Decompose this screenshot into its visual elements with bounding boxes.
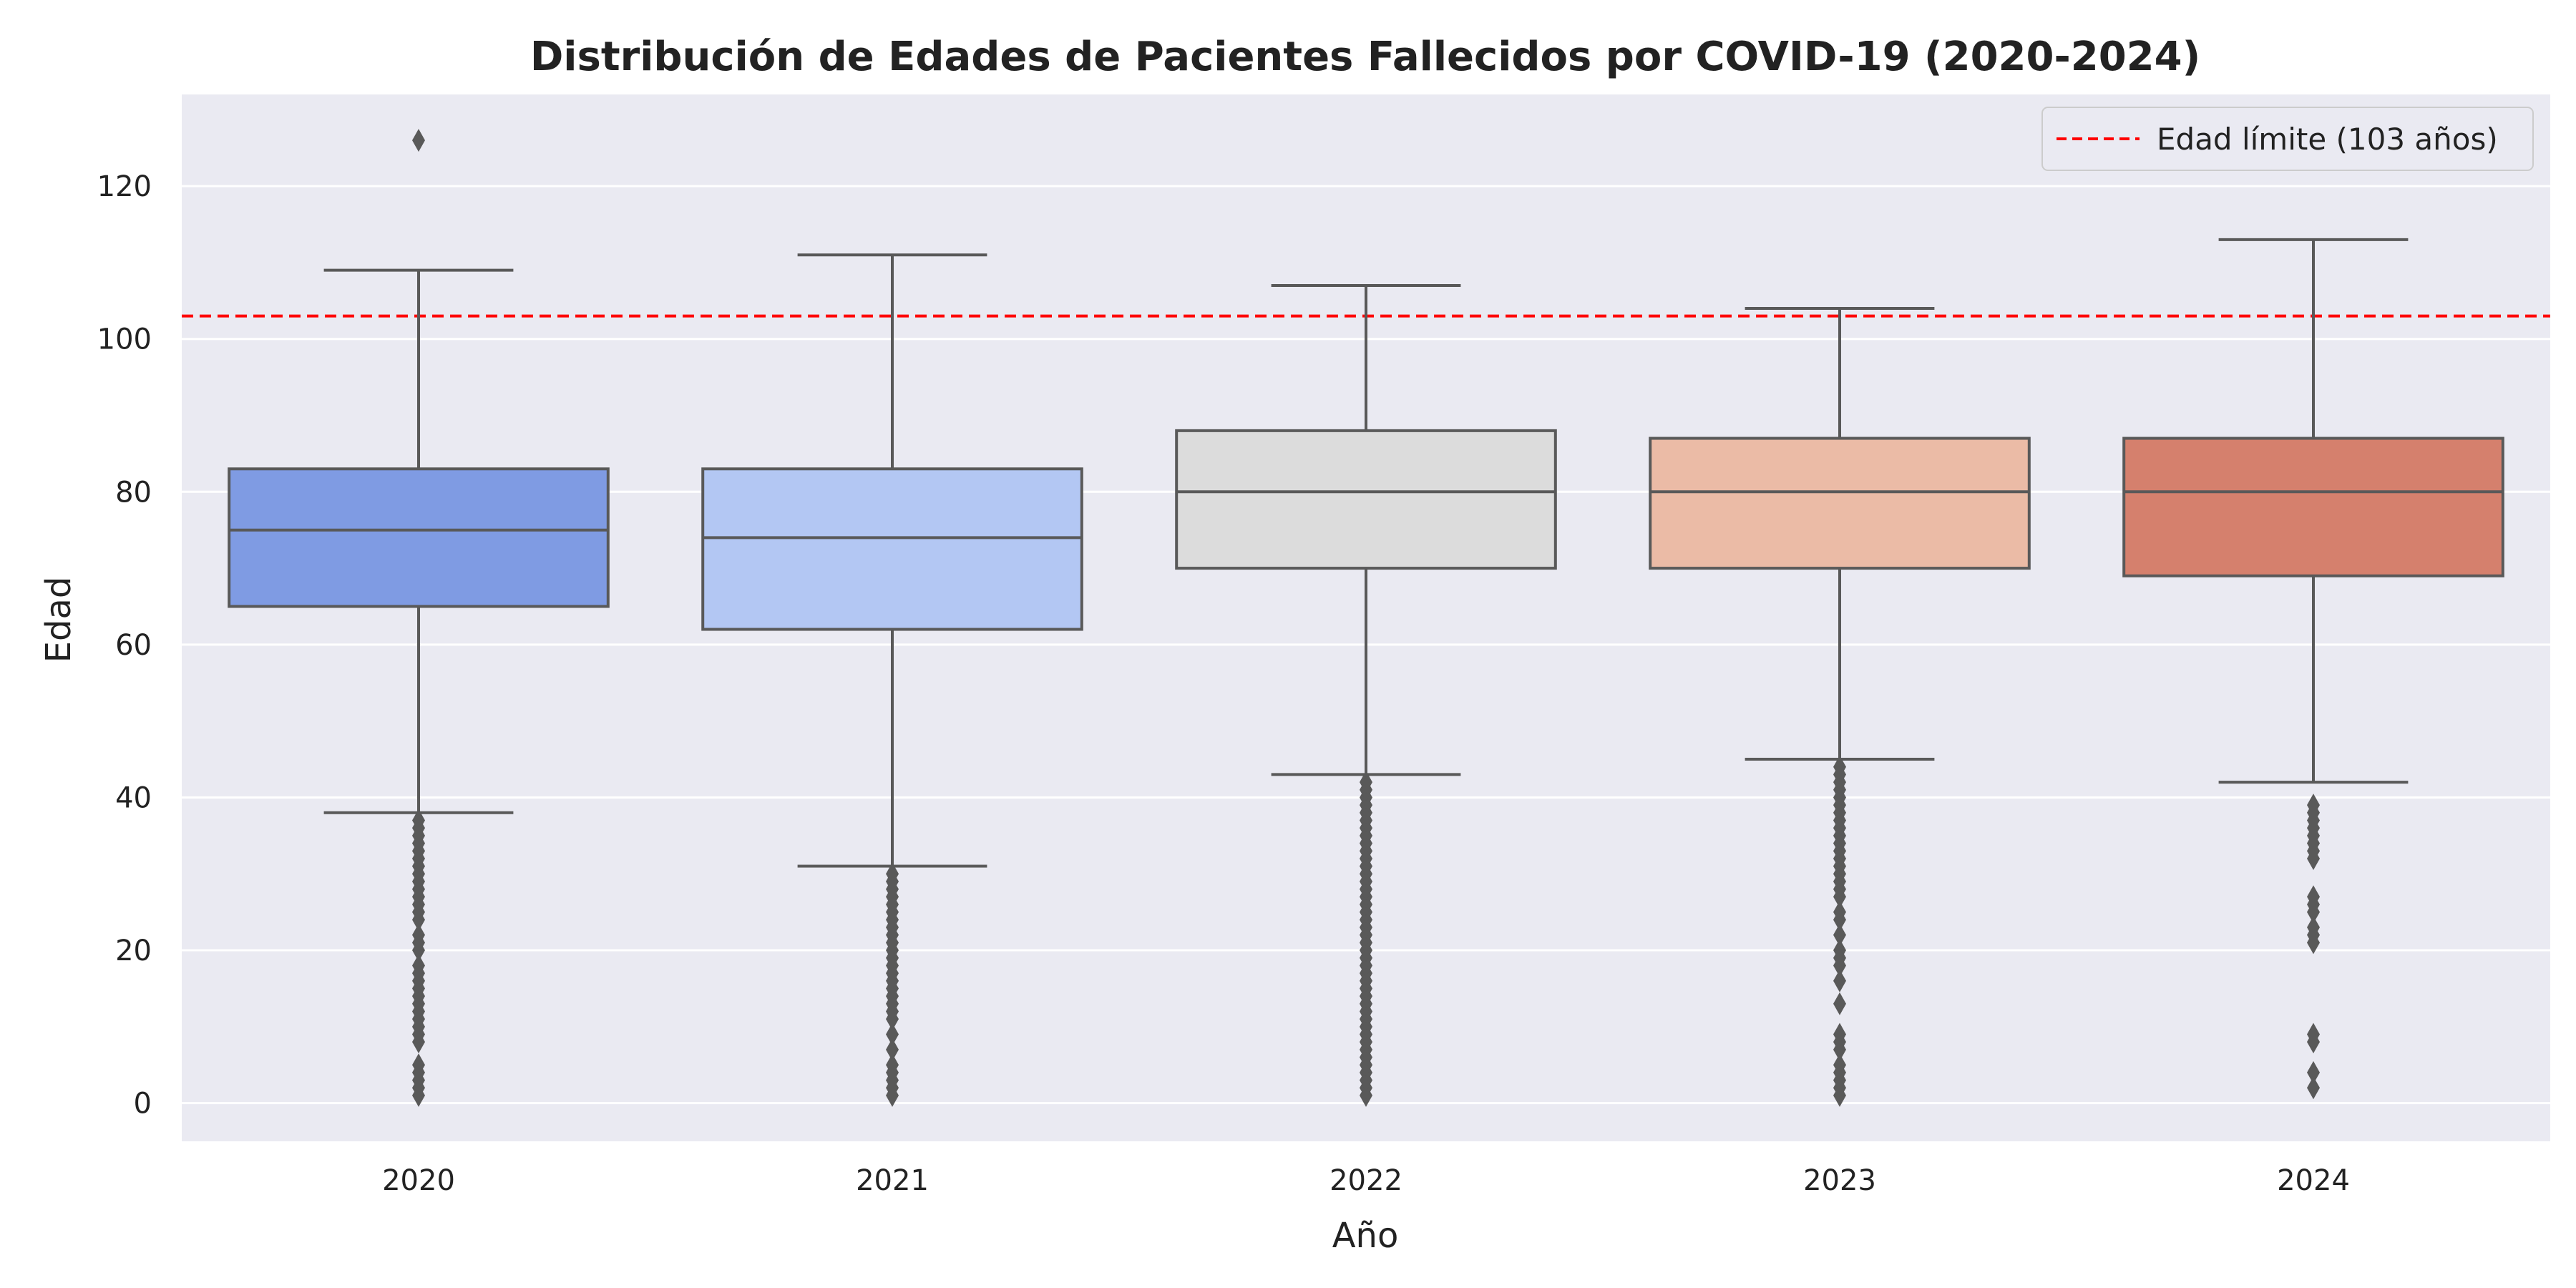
legend-frame [2041, 107, 2534, 171]
x-axis-label: Año [1332, 1216, 1399, 1256]
x-tick-label-2021: 2021 [856, 1164, 929, 1197]
outlier-point-2021-5 [886, 1038, 899, 1061]
outlier-point-2024-17 [2307, 794, 2320, 817]
box-iqr-2020 [228, 467, 610, 608]
outlier-point-2023-9 [1833, 969, 1846, 992]
y-tick-labels: 0 20 40 60 80 100 120 [97, 170, 152, 1120]
box-2021 [701, 253, 1083, 1107]
outlier-point-2024-1 [2307, 1060, 2320, 1084]
outlier-point-2023-7 [1833, 1023, 1846, 1046]
box-2022 [1175, 283, 1557, 1107]
outlier-point-2021-26 [886, 862, 899, 886]
x-tick-labels: 2020 2021 2022 2023 2024 [382, 1164, 2350, 1197]
y-tick-label-0: 0 [134, 1088, 152, 1121]
outlier-point-2023-13 [1833, 923, 1846, 947]
y-tick-label-80: 80 [115, 476, 152, 509]
outlier-point-2023-33 [1833, 755, 1846, 779]
legend-entry-label: Edad límite (103 años) [2157, 122, 2498, 157]
outlier-point-2024-3 [2307, 1023, 2320, 1046]
outlier-point-2020-32 [412, 809, 425, 832]
box-2024 [2122, 238, 2504, 1100]
outlier-point-2021-6 [886, 1023, 899, 1046]
outlier-point-2020-4 [412, 1053, 425, 1077]
x-tick-label-2024: 2024 [2277, 1164, 2350, 1197]
y-axis-label: Edad [39, 577, 79, 663]
x-tick-label-2020: 2020 [382, 1164, 455, 1197]
box-iqr-2021 [701, 467, 1083, 631]
outlier-point-2023-15 [1833, 900, 1846, 924]
y-tick-label-60: 60 [115, 629, 152, 662]
x-tick-label-2022: 2022 [1330, 1164, 1402, 1197]
outlier-point-2023-12 [1833, 939, 1846, 962]
box-2023 [1649, 307, 2031, 1107]
outlier-point-2023-8 [1833, 992, 1846, 1015]
y-tick-label-100: 100 [97, 323, 152, 356]
boxes-group [228, 129, 2504, 1107]
outlier-point-2020-15 [412, 954, 425, 977]
box-iqr-2023 [1649, 436, 2031, 570]
chart-title: Distribución de Edades de Pacientes Fall… [530, 34, 2200, 80]
y-tick-label-40: 40 [115, 781, 152, 814]
outlier-point-2021-4 [886, 1053, 899, 1077]
box-iqr-2024 [2122, 436, 2504, 577]
outlier-point-2020-18 [412, 923, 425, 947]
outlier-point-2024-9 [2307, 885, 2320, 909]
legend: Edad límite (103 años) [2041, 107, 2534, 171]
y-tick-label-20: 20 [115, 935, 152, 967]
box-2020 [228, 129, 610, 1107]
outlier-point-2022-41 [1360, 771, 1372, 794]
outlier-point-2024-0 [2307, 1076, 2320, 1100]
outlier-point-2023-4 [1833, 1053, 1846, 1077]
outlier-point-2020-33 [412, 129, 425, 152]
box-iqr-2022 [1175, 429, 1557, 570]
x-tick-label-2023: 2023 [1803, 1164, 1876, 1197]
y-tick-label-120: 120 [97, 170, 152, 203]
outlier-point-2024-6 [2307, 915, 2320, 939]
